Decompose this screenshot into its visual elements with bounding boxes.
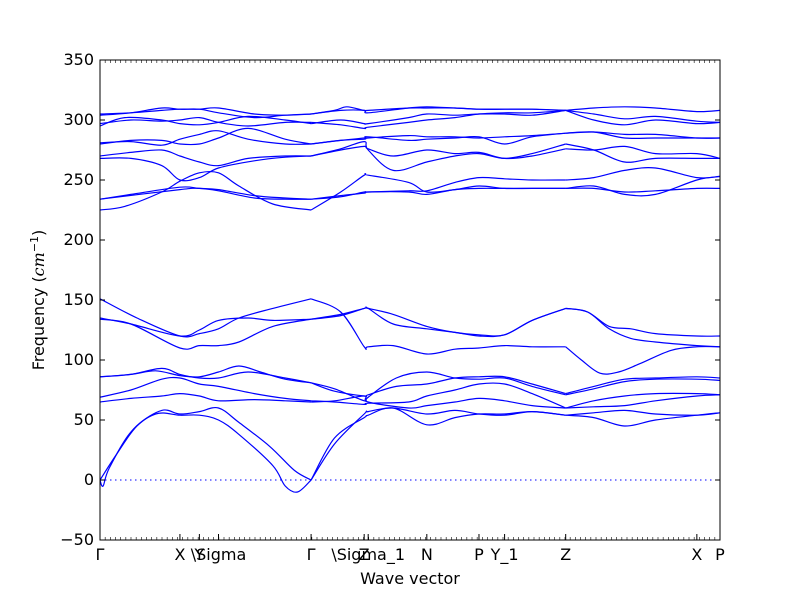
band-line-1 — [99, 412, 312, 493]
band-line-37 — [311, 109, 566, 125]
band-line-16 — [99, 130, 312, 146]
band-line-31 — [311, 187, 566, 200]
band-line-59 — [565, 109, 721, 123]
band-line-34 — [310, 145, 566, 160]
y-axis-label-exponent: −1 — [28, 236, 41, 252]
band-line-45 — [565, 378, 721, 396]
band-line-18 — [99, 116, 312, 127]
band-line-50 — [565, 187, 721, 193]
band-line-32 — [311, 176, 566, 200]
y-tick-label: 50 — [74, 410, 94, 429]
band-line-36 — [311, 132, 566, 145]
y-axis-label-close: ) — [29, 230, 48, 236]
x-tick-label: P — [715, 545, 725, 564]
band-line-35 — [311, 132, 566, 145]
band-line-15 — [99, 127, 312, 146]
x-axis-label: Wave vector — [360, 569, 460, 588]
y-axis-label: Frequency (cm−1) — [28, 230, 49, 371]
band-line-42 — [565, 409, 721, 416]
y-axis-ticks: −50 0 50 100 150 200 250 300 350 — [60, 50, 721, 549]
band-line-40 — [311, 106, 566, 115]
band-line-49 — [565, 345, 721, 375]
band-line-53 — [565, 143, 720, 163]
x-tick-label: X — [691, 545, 702, 564]
band-line-25 — [310, 371, 566, 402]
band-lines — [99, 106, 721, 493]
y-axis-label-main: Frequency ( — [29, 276, 48, 370]
y-tick-label: −50 — [60, 530, 94, 549]
band-line-29 — [310, 298, 566, 355]
band-line-12 — [99, 186, 312, 200]
band-line-46 — [565, 376, 721, 395]
band-line-21 — [310, 407, 566, 481]
y-tick-label: 150 — [63, 290, 94, 309]
band-line-13 — [99, 155, 312, 182]
x-tick-label: \Sigma — [191, 545, 247, 564]
band-line-10 — [99, 170, 312, 211]
band-line-2 — [99, 406, 312, 481]
x-tick-label: P — [474, 545, 484, 564]
band-line-52 — [565, 167, 721, 181]
band-line-26 — [310, 375, 566, 397]
band-line-43 — [565, 394, 721, 409]
band-line-30 — [310, 173, 566, 211]
plot-frame — [99, 59, 721, 541]
band-line-20 — [99, 107, 312, 116]
x-tick-label: N — [421, 545, 433, 564]
y-tick-label: 100 — [63, 350, 94, 369]
x-tick-label: Z — [359, 545, 370, 564]
band-line-56 — [565, 131, 721, 139]
band-line-58 — [565, 109, 721, 126]
y-tick-label: 300 — [63, 110, 94, 129]
x-tick-label: Y — [193, 545, 204, 564]
y-tick-label: 250 — [63, 170, 94, 189]
band-line-9 — [99, 298, 312, 338]
band-line-57 — [565, 106, 721, 113]
band-line-48 — [565, 307, 721, 348]
x-tick-label: \Sigma_1 — [331, 545, 405, 565]
band-line-4 — [99, 376, 312, 402]
band-line-17 — [99, 115, 312, 127]
band-line-54 — [565, 145, 721, 159]
y-tick-label: 0 — [84, 470, 94, 489]
x-tick-label: Γ — [96, 545, 105, 564]
y-axis-label-unit: cm — [29, 252, 48, 276]
y-tick-label: 200 — [63, 230, 94, 249]
band-line-44 — [565, 392, 721, 409]
band-line-23 — [311, 395, 566, 409]
x-tick-label: Z — [560, 545, 571, 564]
band-line-51 — [565, 175, 721, 197]
x-tick-label: X — [174, 545, 185, 564]
band-line-38 — [311, 109, 566, 130]
band-line-3 — [99, 392, 312, 403]
band-line-22 — [310, 407, 566, 481]
y-tick-label: 350 — [63, 50, 94, 69]
band-line-24 — [311, 382, 566, 409]
band-line-6 — [99, 365, 312, 384]
band-line-28 — [311, 306, 566, 337]
band-line-11 — [99, 187, 312, 200]
x-axis-ticks: Γ X Y\Sigma Γ Z\Sigma_1 N P Y_1 Z X P — [96, 534, 725, 565]
x-tick-label: Γ — [307, 545, 316, 564]
band-line-14 — [99, 149, 312, 167]
x-tick-label: Y_1 — [490, 545, 519, 565]
band-line-8 — [99, 317, 312, 337]
band-line-7 — [99, 318, 312, 350]
